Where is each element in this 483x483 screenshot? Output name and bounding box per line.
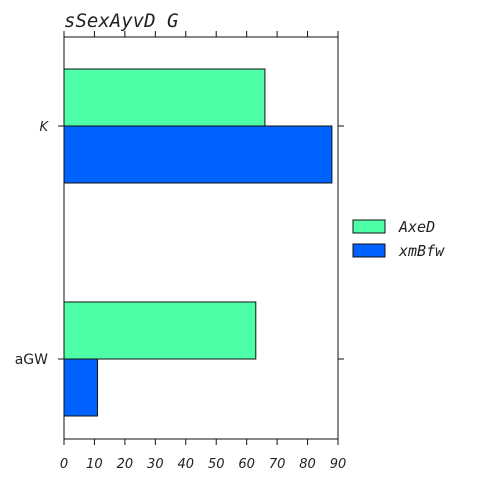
legend: AxeD xmBfw [352, 218, 445, 260]
x-tick-label: 50 [208, 457, 225, 472]
legend-label-AxeD: AxeD [398, 218, 435, 236]
x-tick-label: 40 [178, 457, 195, 472]
x-tick-label: 30 [147, 457, 164, 472]
x-tick-label: 10 [86, 457, 103, 472]
bar-AxeD-K [63, 68, 266, 127]
chart-title: sSexAyvD G [64, 10, 178, 32]
x-tick-label: 80 [299, 457, 316, 472]
x-tick-label: 20 [117, 457, 134, 472]
legend-label-xmBfw: xmBfw [398, 242, 445, 260]
legend-swatch-xmBfw [352, 243, 386, 258]
bar-xmBfw-aGW [63, 358, 98, 417]
x-axis: 0 10 20 30 40 50 60 70 80 90 [60, 31, 346, 472]
x-tick-label: 0 [60, 457, 68, 472]
bar-AxeD-aGW [63, 301, 257, 360]
bar-xmBfw-K [63, 125, 333, 184]
legend-swatch-AxeD [352, 219, 386, 234]
y-tick-label: K [39, 120, 49, 135]
x-tick-label: 70 [269, 457, 286, 472]
x-tick-label: 60 [238, 457, 255, 472]
plot-frame [63, 36, 339, 440]
bars-group [63, 68, 333, 417]
y-tick-label: aGW [15, 352, 48, 368]
x-tick-label: 90 [330, 457, 347, 472]
